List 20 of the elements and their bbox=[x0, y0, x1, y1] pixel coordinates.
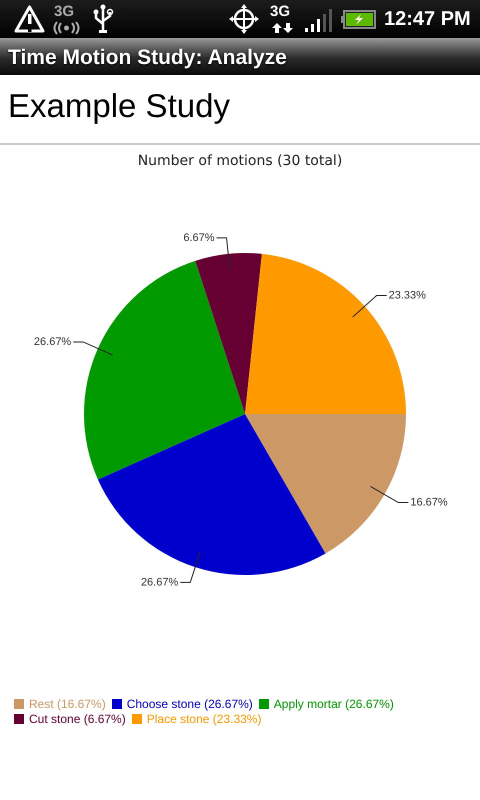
text: 3G bbox=[270, 3, 290, 20]
data-label: 6.67% bbox=[183, 232, 215, 244]
legend-label: Cut stone (6.67%) bbox=[29, 712, 126, 726]
data-label: 26.67% bbox=[140, 576, 178, 588]
legend-label: Choose stone (26.67%) bbox=[126, 697, 253, 711]
text: 12:47 PM bbox=[384, 7, 471, 32]
data-label: 16.67% bbox=[410, 496, 448, 509]
pie-slice bbox=[195, 253, 262, 414]
data-label: 23.33% bbox=[388, 290, 426, 302]
text: Example Study bbox=[8, 87, 230, 125]
legend-label: Rest (16.67%) bbox=[29, 697, 106, 711]
text: Time Motion Study: Analyze bbox=[8, 46, 287, 70]
pie-slice bbox=[245, 414, 406, 554]
data-label: 26.67% bbox=[34, 336, 72, 348]
legend-label: Place stone (23.33%) bbox=[146, 712, 262, 726]
pie-slice bbox=[84, 260, 245, 480]
chart-title: Number of motions (30 total) bbox=[136, 153, 344, 169]
legend-label: Apply mortar (26.67%) bbox=[274, 697, 394, 711]
text: 3G bbox=[54, 3, 74, 20]
pie-slice bbox=[98, 414, 326, 575]
